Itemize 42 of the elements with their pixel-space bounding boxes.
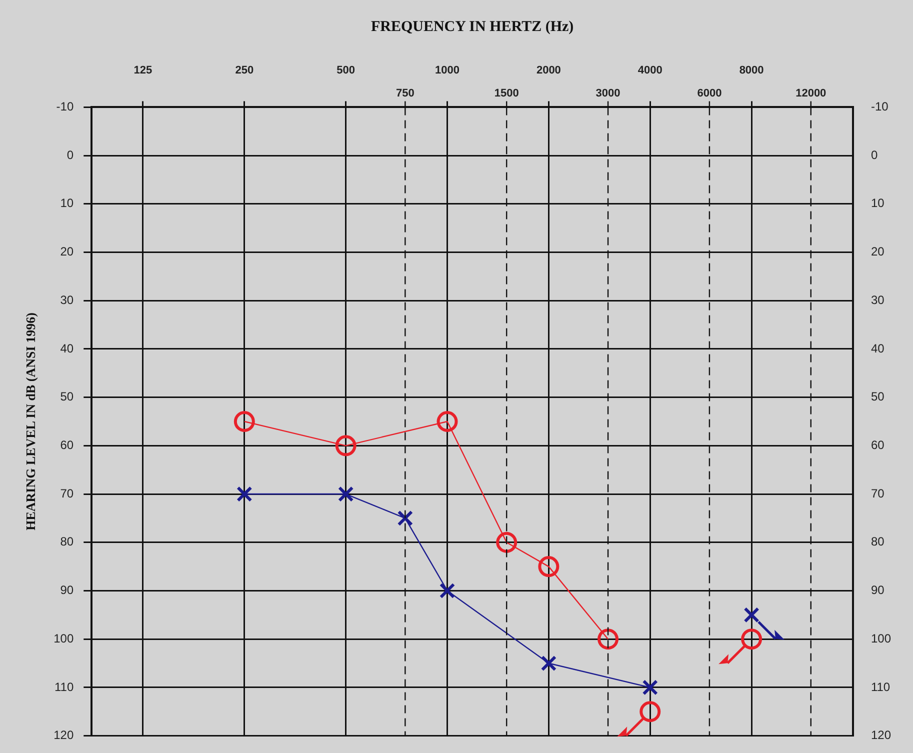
- x-tick-label: 250: [235, 64, 254, 77]
- y-tick-label: 0: [66, 148, 74, 162]
- y-tick-label: 60: [60, 438, 74, 452]
- y-tick-label: 30: [60, 292, 74, 307]
- y2-tick-label: 110: [870, 680, 890, 694]
- y-tick-label: 10: [60, 196, 74, 210]
- y-tick-label: 90: [60, 583, 74, 598]
- ref-line-label: 1500: [494, 88, 519, 100]
- x-tick-label: 125: [134, 64, 152, 77]
- y2-tick-label: 40: [870, 341, 885, 356]
- y2-tick-label: 80: [870, 534, 885, 549]
- y-tick-label: 80: [60, 534, 74, 549]
- y-tick-label: 50: [60, 390, 74, 404]
- ref-line-label: 3000: [596, 88, 620, 100]
- ref-line-label: 750: [396, 88, 414, 100]
- x-axis-title: FREQUENCY IN HERTZ (Hz): [370, 18, 574, 35]
- x-tick-label: 1000: [435, 64, 460, 77]
- y2-tick-label: 90: [870, 583, 885, 598]
- y2-tick-label: 100: [870, 631, 892, 646]
- y-tick-label: 120: [54, 728, 74, 742]
- ref-line-label: 6000: [697, 88, 722, 100]
- y2-tick-label: 30: [870, 292, 885, 307]
- x-tick-label: 4000: [638, 64, 662, 77]
- y2-tick-label: 120: [870, 728, 892, 742]
- y-tick-label: 40: [60, 341, 74, 356]
- y-axis-title: HEARING LEVEL IN dB (ANSI 1996): [23, 312, 38, 530]
- y2-tick-label: -10: [870, 100, 889, 114]
- y2-tick-label: 70: [870, 486, 885, 500]
- y-tick-label: 110: [54, 680, 74, 694]
- ref-line-label: 12000: [796, 88, 826, 100]
- y2-tick-label: 0: [870, 148, 878, 162]
- y-tick-label: 70: [60, 486, 74, 500]
- y2-tick-label: 60: [870, 438, 885, 452]
- y-tick-label: -10: [56, 100, 74, 114]
- y-tick-label: 20: [60, 244, 74, 259]
- x-tick-label: 2000: [536, 64, 561, 77]
- y2-tick-label: 20: [870, 244, 885, 259]
- y-tick-label: 100: [54, 631, 74, 646]
- y2-tick-label: 10: [870, 196, 885, 210]
- x-tick-label: 500: [336, 64, 356, 77]
- x-tick-label: 8000: [739, 64, 764, 77]
- y2-tick-label: 50: [870, 390, 885, 404]
